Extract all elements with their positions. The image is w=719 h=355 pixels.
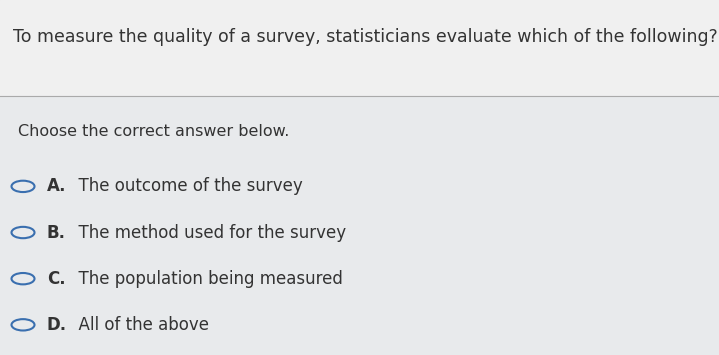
- Text: Choose the correct answer below.: Choose the correct answer below.: [18, 124, 289, 139]
- Text: The population being measured: The population being measured: [68, 270, 343, 288]
- Text: A.: A.: [47, 178, 66, 195]
- Text: All of the above: All of the above: [68, 316, 209, 334]
- Text: The method used for the survey: The method used for the survey: [68, 224, 347, 241]
- Text: B.: B.: [47, 224, 65, 241]
- Bar: [0, 0, 719, 96]
- Bar: [0, 96, 719, 355]
- Text: The outcome of the survey: The outcome of the survey: [68, 178, 303, 195]
- Text: D.: D.: [47, 316, 67, 334]
- Text: To measure the quality of a survey, statisticians evaluate which of the followin: To measure the quality of a survey, stat…: [13, 28, 718, 46]
- Text: C.: C.: [47, 270, 65, 288]
